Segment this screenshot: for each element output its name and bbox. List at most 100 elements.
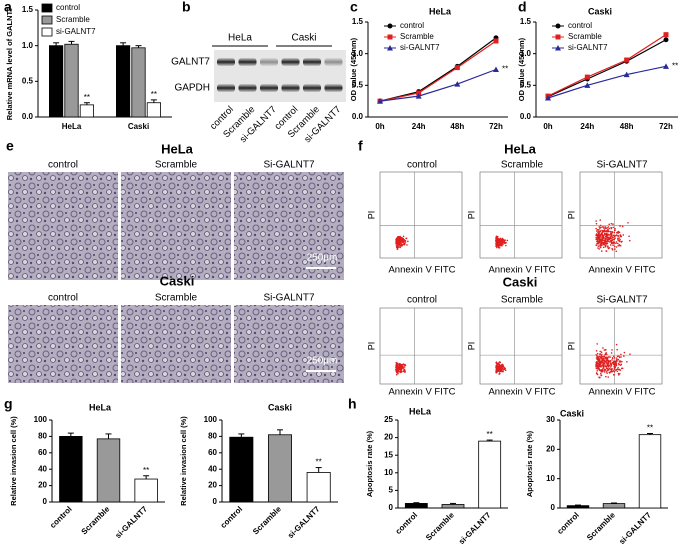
y-axis-label: Apoptosis rate (%)	[365, 430, 374, 497]
flow-dot	[397, 244, 400, 246]
flow-x-label: Annexin V FITC	[388, 265, 455, 276]
flow-dot	[616, 355, 619, 358]
bar	[404, 503, 428, 509]
flow-dot	[617, 245, 619, 247]
marker	[416, 90, 422, 96]
flow-dot	[607, 367, 609, 370]
y-tick-label: 100	[204, 415, 218, 424]
flow-dot	[610, 368, 612, 371]
flow-dot	[621, 360, 623, 363]
flow-dot	[402, 235, 405, 238]
x-tick-label: 24h	[412, 122, 426, 131]
legend-swatch	[41, 27, 53, 37]
flow-dot	[596, 229, 599, 231]
marker	[584, 82, 591, 88]
flow-dot	[609, 241, 611, 243]
flow-dot	[607, 362, 610, 365]
flow-dot	[611, 356, 614, 359]
y-tick-label: 100	[34, 415, 48, 424]
flow-dot	[396, 362, 399, 365]
legend-label: Scramble	[400, 32, 434, 41]
flow-dot	[602, 360, 604, 362]
flow-dot	[618, 244, 621, 246]
flow-dot	[399, 364, 401, 366]
panel-letter: b	[182, 0, 191, 15]
flow-dot	[500, 367, 502, 369]
flow-dot	[403, 239, 406, 242]
flow-dot	[397, 235, 400, 238]
flow-dot	[612, 374, 615, 376]
marker	[545, 95, 551, 101]
flow-dot	[606, 227, 608, 229]
flow-dot	[615, 242, 617, 245]
protein-label: GALNT7	[171, 57, 210, 68]
flow-dot	[504, 369, 507, 372]
flow-dot	[495, 239, 498, 242]
flow-dot	[607, 233, 610, 236]
flow-dot	[608, 247, 611, 249]
flow-dot	[599, 363, 602, 366]
column-label: Si-GALNT7	[596, 295, 648, 306]
flow-dot	[621, 367, 624, 370]
flow-dot	[618, 237, 621, 239]
flow-dot	[629, 353, 631, 355]
flow-dot	[628, 239, 631, 242]
flow-dot	[601, 230, 604, 233]
bar	[267, 434, 292, 503]
flow-dot	[621, 240, 623, 243]
flow-dot	[395, 370, 398, 372]
flow-dot	[604, 240, 606, 242]
flow-dot	[619, 244, 622, 247]
flow-dot	[403, 242, 405, 245]
flow-dot	[600, 370, 603, 373]
legend-swatch	[41, 15, 53, 25]
marker	[387, 23, 393, 29]
micrograph	[234, 172, 344, 280]
marker	[663, 32, 669, 38]
flow-dot	[600, 243, 602, 245]
blot-band	[217, 58, 235, 66]
cell-line: Caski	[291, 33, 316, 44]
blot-band	[238, 58, 257, 66]
flow-dot	[403, 368, 406, 371]
flow-dot	[402, 238, 404, 241]
flow-dot	[608, 368, 611, 370]
flow-dot	[614, 229, 616, 232]
blot-band	[303, 84, 321, 92]
flow-dot	[397, 364, 400, 366]
x-tick-label: 0h	[543, 122, 552, 131]
marker	[493, 66, 499, 72]
flow-dot	[395, 366, 397, 369]
y-tick-label: 5	[389, 486, 394, 495]
line	[547, 39, 667, 98]
blot-band	[324, 58, 343, 66]
flow-dot	[501, 364, 503, 366]
flow-dot	[614, 369, 617, 371]
flow-dot	[615, 241, 618, 243]
flow-dot	[599, 358, 601, 361]
flow-dot	[620, 235, 622, 238]
flow-dot	[498, 244, 501, 247]
y-tick-label: 60	[38, 448, 47, 457]
flow-dot	[401, 365, 404, 368]
column-label: Scramble	[501, 295, 544, 306]
flow-dot	[599, 246, 602, 249]
y-axis-label: OD value (450nm)	[349, 37, 358, 101]
x-tick-label: Scramble	[585, 510, 617, 542]
x-tick-label: 48h	[620, 122, 634, 131]
bar	[229, 436, 254, 503]
flow-dot	[617, 368, 620, 371]
flow-dot	[612, 360, 615, 363]
flow-dot	[614, 248, 616, 250]
flow-dot	[606, 358, 608, 360]
panel-letter: e	[6, 138, 14, 154]
flow-dot	[495, 235, 498, 238]
flow-dot	[602, 357, 604, 360]
flow-y-label: PI	[366, 211, 376, 220]
flow-dot	[495, 371, 498, 374]
y-axis-label: OD value (450nm)	[517, 37, 526, 101]
flow-dot	[503, 239, 506, 242]
flow-dot	[501, 244, 503, 247]
flow-dot	[595, 220, 597, 222]
flow-dot	[404, 364, 407, 366]
